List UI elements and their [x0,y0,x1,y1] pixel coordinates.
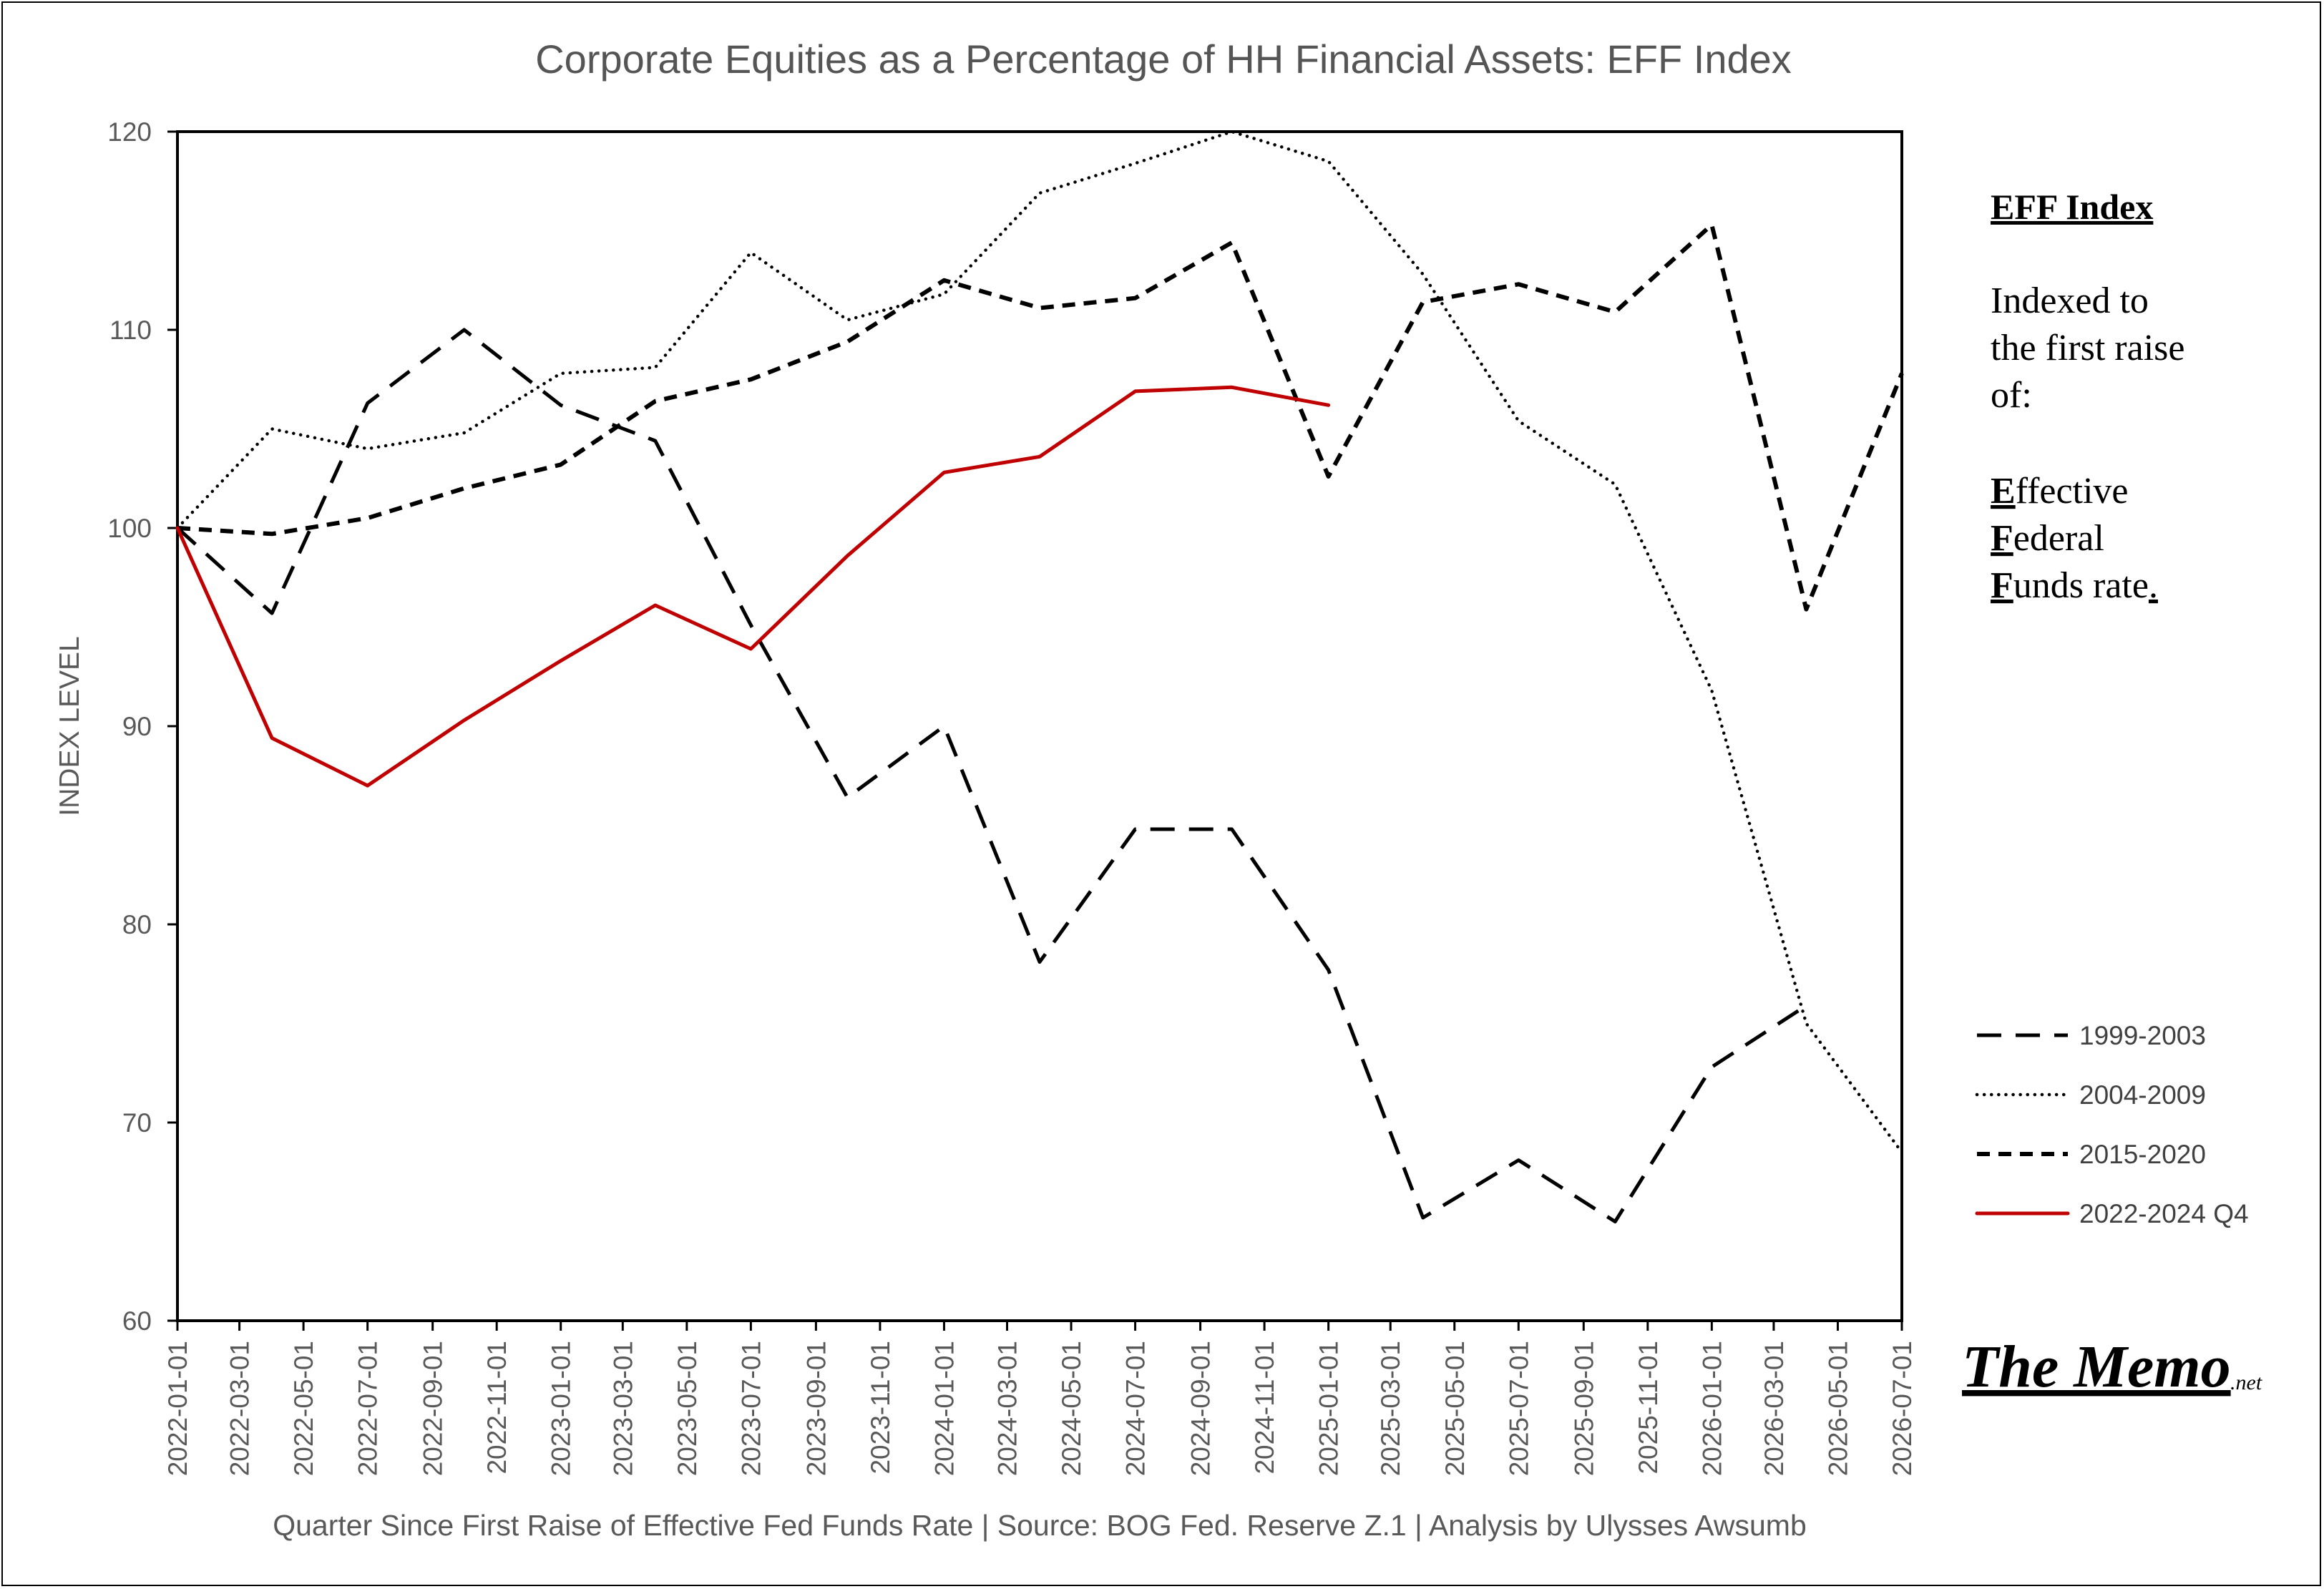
legend: 1999-2003 2004-2009 2015-2020 2022-2024 Q4 [1975,1021,2249,1228]
y-tick-label: 100 [107,514,152,543]
x-tick-label: 2023-03-01 [608,1341,638,1476]
note-line-3: of: [1991,375,2032,416]
x-tick-label: 2024-07-01 [1121,1341,1151,1476]
x-tick-label: 2023-01-01 [547,1341,576,1476]
x-tick-label: 2025-07-01 [1504,1341,1533,1476]
x-tick-label: 2024-09-01 [1186,1341,1216,1476]
note-effective-rest: ffective [2016,471,2129,512]
note-federal-rest: ederal [2013,518,2104,559]
legend-label-3: 2015-2020 [2079,1140,2206,1169]
y-axis-ticks: 60 70 80 90 100 110 120 [107,117,177,1336]
x-tick-label: 2024-01-01 [929,1341,959,1476]
x-tick-label: 2022-03-01 [225,1341,255,1476]
y-tick-label: 90 [122,712,152,741]
note-funds-rest: unds rate [2013,565,2149,606]
series-line-4 [175,385,1331,788]
x-tick-label: 2023-05-01 [673,1341,702,1476]
note-effective: Effective [1991,471,2129,512]
x-tick-label: 2022-05-01 [289,1341,318,1476]
x-tick-label: 2023-07-01 [736,1341,766,1476]
x-tick-label: 2023-09-01 [801,1341,831,1476]
x-tick-label: 2024-03-01 [993,1341,1022,1476]
y-axis-label: INDEX LEVEL [54,636,85,816]
y-tick-label: 70 [122,1108,152,1138]
x-tick-label: 2024-05-01 [1057,1341,1086,1476]
x-tick-label: 2025-09-01 [1569,1341,1598,1476]
brand-suffix: .net [2230,1371,2262,1394]
legend-label-4: 2022-2024 Q4 [2079,1199,2249,1228]
legend-label-1: 1999-2003 [2079,1021,2206,1050]
plot-area-border [176,130,1903,1322]
y-tick-label: 120 [107,117,152,147]
series-layer [175,129,1904,1223]
brand-logo: The Memo .net [1962,1334,2262,1400]
note-line-1: Indexed to [1991,280,2149,321]
x-axis-label: Quarter Since First Raise of Effective F… [273,1509,1807,1542]
y-tick-label: 60 [122,1306,152,1336]
x-tick-label: 2025-03-01 [1376,1341,1405,1476]
x-tick-label: 2026-07-01 [1888,1341,1917,1476]
note-funds: Funds rate. [1991,565,2158,606]
series-line-3 [177,223,1904,612]
x-tick-label: 2022-11-01 [482,1341,512,1475]
series-line-1 [176,328,1807,1223]
x-tick-label: 2024-11-01 [1250,1341,1279,1475]
x-tick-label: 2025-11-01 [1634,1341,1663,1475]
x-tick-label: 2025-01-01 [1314,1341,1344,1476]
brand-name: The Memo [1962,1334,2231,1400]
note-title: EFF Index [1991,187,2153,227]
legend-label-2: 2004-2009 [2079,1080,2206,1110]
x-tick-label: 2022-07-01 [353,1341,383,1476]
x-tick-label: 2023-11-01 [866,1341,895,1475]
x-tick-label: 2026-03-01 [1759,1341,1789,1476]
note-federal: Federal [1991,518,2104,559]
x-tick-label: 2026-01-01 [1697,1341,1727,1476]
x-tick-label: 2022-09-01 [419,1341,448,1476]
chart-title: Corporate Equities as a Percentage of HH… [535,36,1792,82]
x-tick-label: 2022-01-01 [163,1341,192,1476]
annotation-note: EFF Index Indexed to the first raise of:… [1991,187,2184,606]
note-funds-period: . [2149,565,2158,606]
y-tick-label: 80 [122,910,152,939]
note-federal-initial: F [1991,518,2013,559]
note-funds-initial: F [1991,565,2013,606]
note-line-2: the first raise [1991,328,2184,368]
x-tick-label: 2026-05-01 [1823,1341,1852,1476]
series-line-2 [175,129,1904,1154]
note-effective-initial: E [1991,471,2016,512]
y-tick-label: 110 [109,316,152,345]
x-tick-label: 2025-05-01 [1440,1341,1470,1476]
x-axis-ticks: 2022-01-01 2022-03-01 2022-05-01 2022-07-01… [163,1321,1917,1476]
